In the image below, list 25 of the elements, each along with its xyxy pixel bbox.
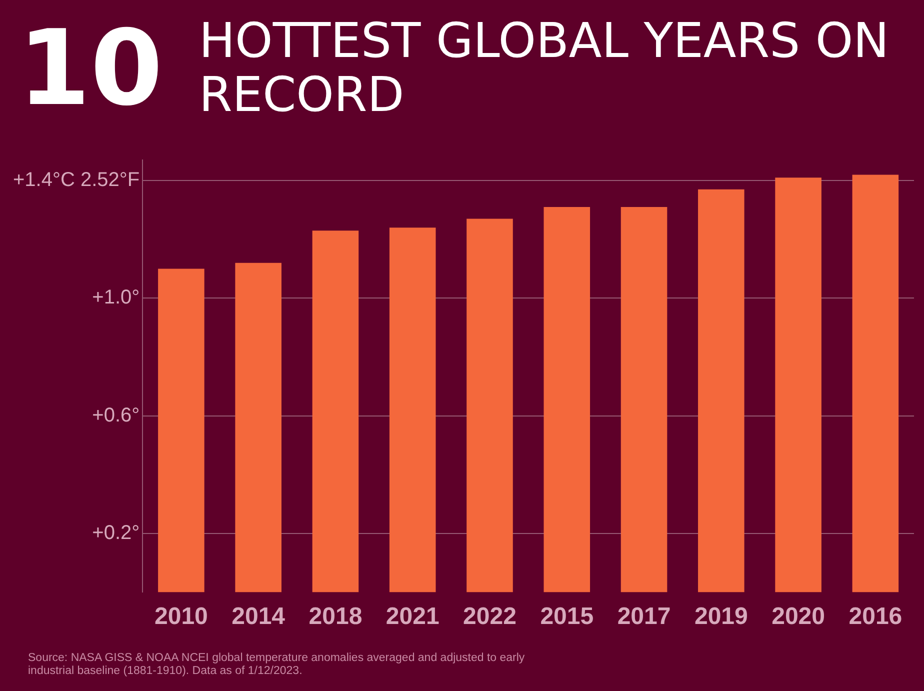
bar: [466, 218, 513, 592]
y-tick-label: +1.4°C 2.52°F: [12, 169, 140, 192]
x-tick-label: 2010: [154, 603, 208, 630]
x-tick-label: 2017: [617, 603, 671, 630]
x-tick-label: 2014: [232, 603, 286, 630]
x-tick-label: 2021: [386, 603, 440, 630]
bar: [235, 262, 282, 592]
source-note: Source: NASA GISS & NOAA NCEI global temperature anomalies averaged and adjusted to early industrial baseline (1881-1910). Data as of 1/12/2023.: [28, 652, 526, 678]
bar: [158, 268, 204, 592]
bar: [852, 174, 899, 592]
x-tick-label: 2020: [772, 603, 825, 630]
y-tick-label: +0.6°: [92, 404, 140, 426]
x-tick-label: 2019: [694, 603, 748, 630]
y-tick-label: +0.2°: [92, 522, 140, 544]
bar: [544, 207, 590, 592]
bar: [775, 178, 822, 592]
x-tick-label: 2018: [308, 603, 362, 630]
x-tick-label: 2016: [848, 603, 902, 630]
x-tick-label: 2015: [540, 603, 594, 630]
bar: [312, 230, 359, 592]
x-tick-label: 2022: [463, 603, 516, 630]
y-tick-label: +1.0°: [92, 286, 140, 309]
bar: [389, 228, 436, 592]
bar: [698, 189, 744, 592]
bar: [620, 207, 668, 592]
